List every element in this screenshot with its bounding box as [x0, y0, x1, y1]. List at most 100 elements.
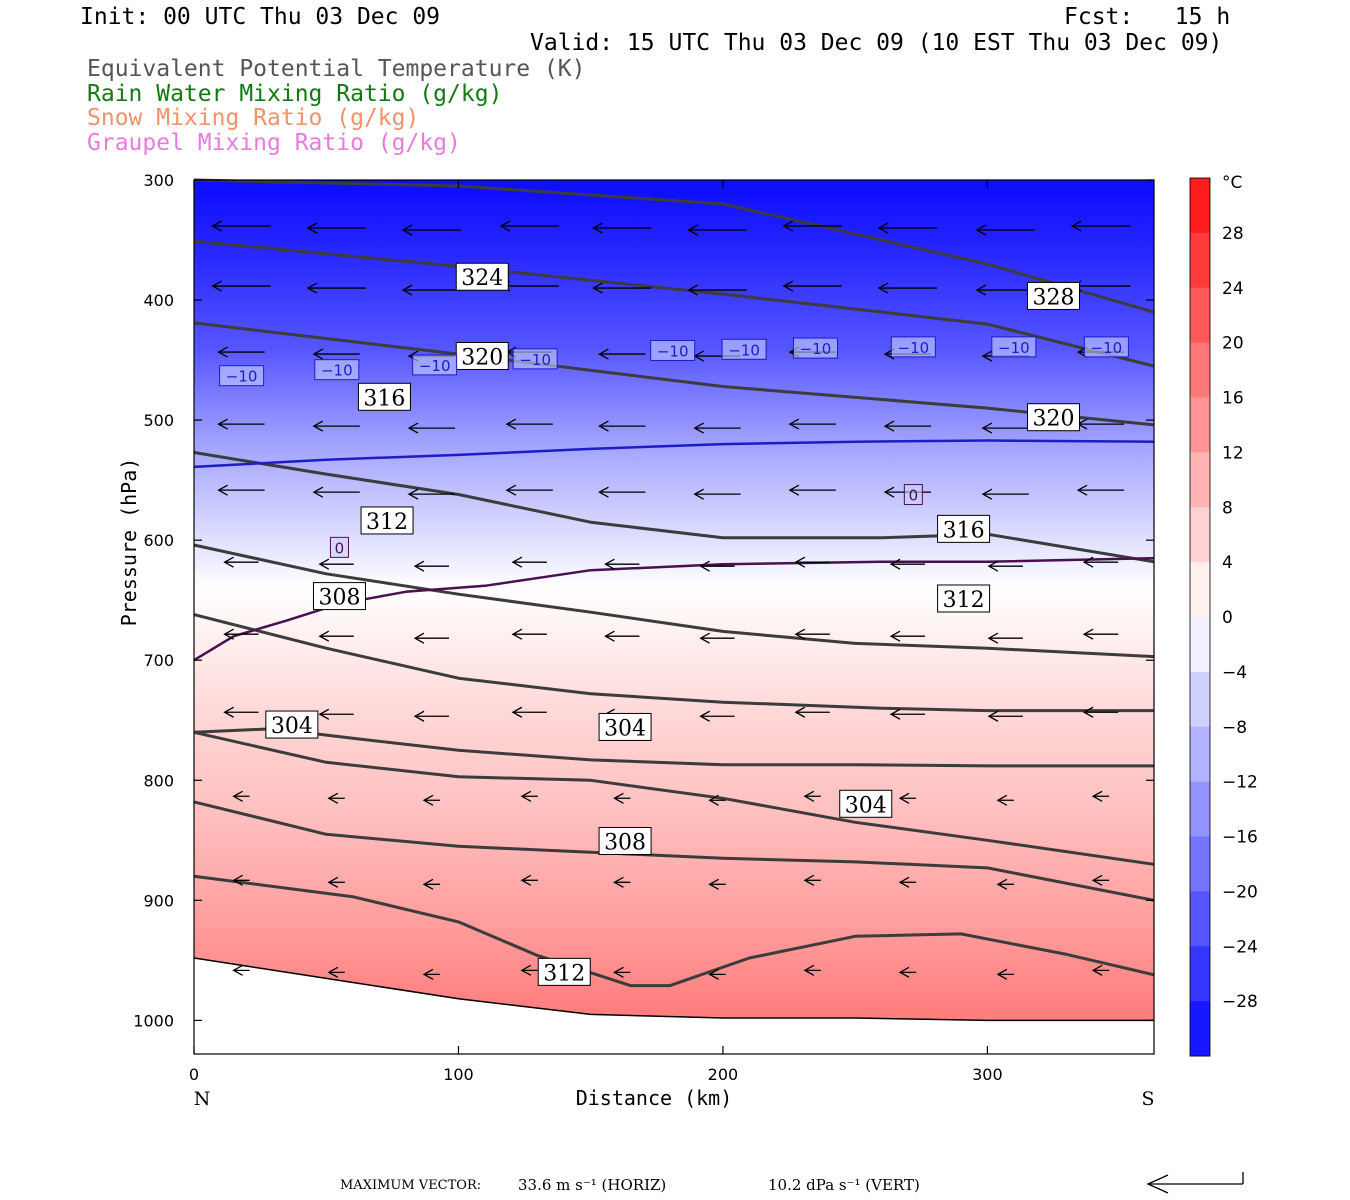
wind-vector-head	[211, 220, 222, 232]
wind-vector-head	[975, 224, 987, 236]
isotherm-label-text: −10	[1091, 339, 1123, 357]
wind-vector	[505, 418, 553, 430]
colorbar-segment	[1190, 781, 1210, 837]
theta-e-label: 316	[357, 382, 411, 411]
isotherm-label: −10	[890, 336, 936, 358]
theta-e-label: 312	[360, 506, 414, 535]
isotherm-label: −10	[314, 359, 360, 381]
wind-vector	[987, 710, 1023, 722]
colorbar-tick-label: 28	[1222, 224, 1244, 244]
temperature-field	[194, 180, 1154, 1054]
isotherm-label: −10	[721, 338, 767, 360]
theta-e-label-box	[360, 506, 414, 535]
colorbar-tick-label: −16	[1222, 828, 1258, 848]
plot-frame	[193, 179, 1155, 1055]
wind-vector	[883, 420, 932, 432]
isotherm-label-text: −10	[519, 351, 551, 369]
theta-e-contour-312	[193, 874, 1155, 988]
wind-vector	[687, 284, 747, 296]
wind-vector	[211, 220, 271, 232]
wind-vector	[898, 792, 917, 804]
wind-vector-head	[898, 876, 910, 888]
wind-vector	[312, 420, 360, 432]
wind-vector-head	[318, 630, 330, 642]
y-tick-label: 400	[143, 291, 174, 310]
colorbar-tick-label: 0	[1222, 608, 1233, 628]
theta-e-label-text: 308	[604, 831, 646, 856]
wind-vector	[975, 284, 1035, 296]
colorbar-segment	[1190, 946, 1210, 1002]
y-tick-label: 300	[143, 171, 174, 190]
wind-vector-head	[520, 964, 532, 976]
wind-vector-head	[223, 706, 234, 718]
colorbar-segment	[1190, 342, 1210, 398]
wind-vector	[598, 348, 646, 360]
theta-e-label-box	[937, 584, 991, 613]
wind-vector-head	[1091, 790, 1103, 802]
isotherm-label-box	[721, 338, 767, 360]
wind-vector-head	[803, 874, 815, 886]
x-end-label-north: N	[194, 1088, 211, 1110]
wind-vector	[613, 876, 631, 888]
wind-vector-head	[889, 630, 901, 642]
colorbar-frame	[1189, 177, 1211, 1057]
wind-vector	[996, 968, 1014, 980]
wind-vector-head	[422, 968, 434, 980]
theta-e-label-box	[839, 789, 893, 818]
wind-vector	[511, 628, 547, 640]
wind-vector-head	[505, 484, 517, 496]
wind-vector	[699, 710, 735, 722]
isotherm-label-text: −10	[321, 362, 353, 380]
wind-vector-head	[996, 968, 1008, 980]
wind-vector-head	[987, 560, 999, 572]
wind-vector	[604, 558, 640, 570]
y-tick-label: 500	[143, 411, 174, 430]
wind-vector-head	[794, 706, 806, 718]
wind-vector-head	[318, 708, 330, 720]
isotherm-label-text: −10	[728, 341, 760, 359]
wind-vector	[422, 878, 441, 890]
theta-e-label: 316	[937, 514, 991, 543]
wind-vector	[422, 794, 441, 806]
wind-vector	[987, 560, 1023, 572]
isotherm-zero	[193, 556, 1155, 662]
wind-vector	[803, 874, 821, 886]
wind-vector-head	[312, 420, 324, 432]
max-vector-horiz: 33.6 m s⁻¹ (HORIZ)	[518, 1176, 667, 1194]
theta-e-contour-328	[193, 178, 1155, 314]
theta-e-contour-324	[193, 239, 1155, 368]
wind-vector	[613, 792, 631, 804]
wind-vector-head	[1082, 628, 1094, 640]
y-tick-label: 1000	[133, 1011, 174, 1030]
theta-e-label-text: 324	[461, 266, 503, 291]
x-axis-label: Distance (km)	[576, 1086, 733, 1110]
y-tick-label: 700	[143, 651, 174, 670]
x-end-label-south: S	[1141, 1088, 1154, 1110]
wind-vector-head	[794, 556, 806, 568]
theta-e-contour-304	[193, 730, 1155, 866]
isotherm-label-text: −10	[800, 340, 832, 358]
wind-vector-head	[782, 220, 794, 232]
theta-e-label-text: 316	[363, 386, 405, 411]
wind-vector	[613, 966, 631, 978]
theta-e-label-text: 312	[943, 588, 985, 613]
wind-vector	[422, 968, 441, 980]
y-axis-label: Pressure (hPa)	[117, 458, 141, 627]
below-ground-mask	[194, 957, 1154, 1054]
theta-e-label-box	[455, 262, 509, 291]
wind-vector-head	[883, 486, 895, 498]
colorbar-tick-label: −12	[1222, 773, 1258, 793]
wind-vector	[1091, 790, 1110, 802]
wind-vector-head	[788, 484, 800, 496]
isotherm-label-box	[412, 354, 458, 376]
wind-vector	[312, 348, 360, 360]
colorbar-segment	[1190, 397, 1210, 453]
max-vector-vert: 10.2 dPa s⁻¹ (VERT)	[768, 1176, 920, 1194]
theta-e-label: 308	[312, 582, 366, 611]
ground-line	[193, 957, 1154, 1022]
wind-vector	[598, 486, 646, 498]
wind-vector-head	[996, 878, 1008, 890]
wind-vector-head	[898, 792, 910, 804]
wind-vector-head	[604, 558, 615, 570]
colorbar-segment	[1190, 671, 1210, 728]
